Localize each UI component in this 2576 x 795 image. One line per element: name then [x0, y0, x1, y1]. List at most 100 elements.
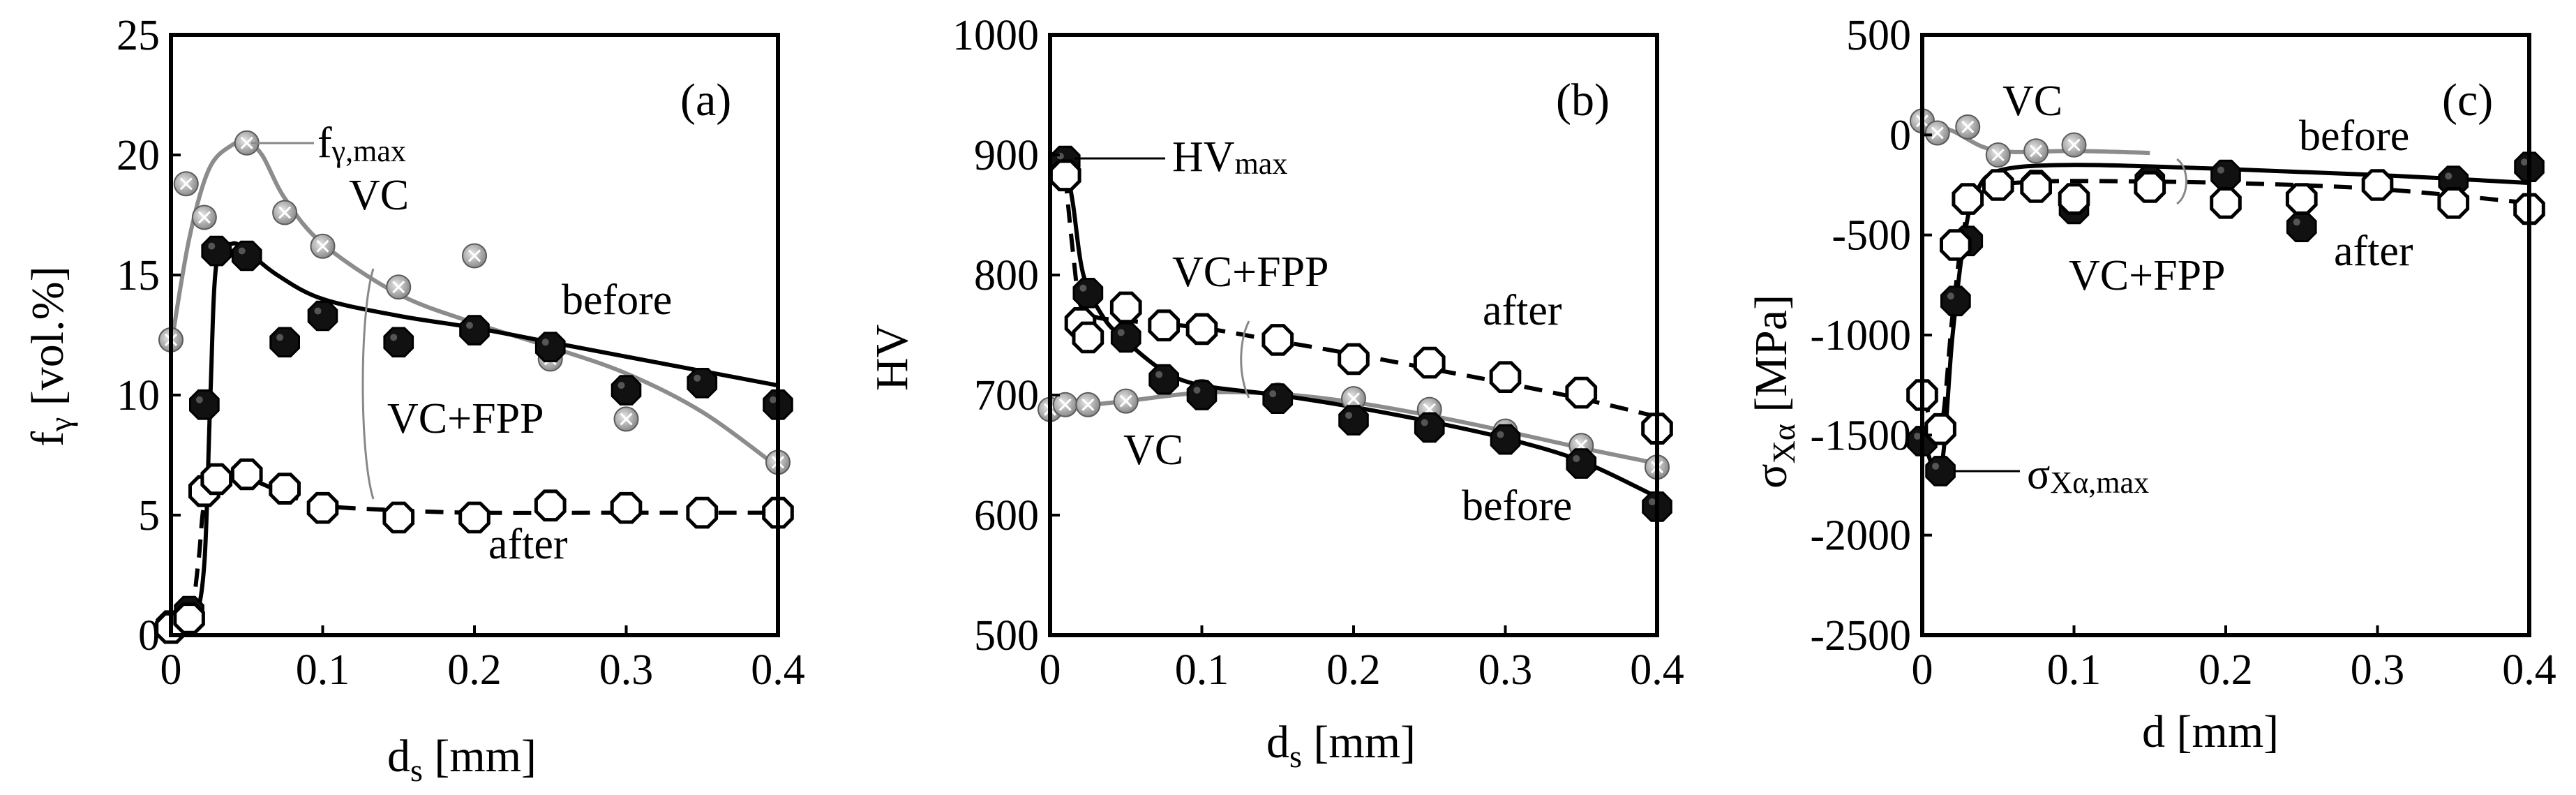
panel-b-point-vc-fpp-after [1565, 376, 1598, 409]
panel-a-point-vc-fpp-after [269, 473, 301, 505]
panel-b-point-vc-fpp-before [1110, 322, 1141, 353]
panel-b-point-vc-fpp-after [1072, 321, 1104, 354]
panel-a: 0 0.1 0.2 0.3 0.4 0 5 10 15 20 25 (a) VC before VC… [22, 12, 805, 788]
panel-b-xlabel-main: d [1266, 717, 1289, 768]
panel-b-ytick-label: 900 [974, 132, 1039, 179]
panel-a-point-vc-fpp-before [534, 332, 566, 362]
panel-c-point-vc-fpp-after [2134, 171, 2166, 203]
panel-b-point-vc-fpp-before [1148, 364, 1179, 395]
panel-c-xtick-label: 0 [1912, 646, 1933, 694]
panel-c-letter: (c) [2442, 75, 2493, 126]
panel-a-plot-area [155, 130, 794, 644]
panel-b-letter: (b) [1556, 75, 1610, 126]
panel-b-point-vc-fpp-after [1261, 324, 1294, 356]
panel-c-xlabel-rest: [mm] [2165, 706, 2279, 757]
panel-b-ytick-label: 800 [974, 252, 1039, 299]
panel-a-xlabel: ds [mm] [387, 731, 537, 788]
panel-b-xlabel: ds [mm] [1266, 717, 1416, 774]
panel-c-plot-area [1906, 108, 2545, 486]
panel-b-point-vc-fpp-after [1185, 313, 1218, 346]
panel-a-xlabel-sub: s [410, 752, 423, 788]
panel-b-point-vc-fpp-before [1338, 405, 1369, 436]
panel-c-point-vc-fpp-after [2361, 169, 2394, 201]
panel-a-point-vc-fpp-after [173, 602, 205, 634]
panel-c-point-vc-fpp-after [1940, 229, 1972, 261]
panel-c-point-vc [2061, 132, 2087, 158]
panel-a-point-vc-fpp-before [611, 375, 642, 406]
panel-b-annot-hvmax-main: HV [1172, 133, 1235, 181]
panel-a-ytick-label: 0 [138, 612, 160, 660]
panel-c-point-vc-fpp-after [2058, 183, 2090, 215]
panel-a-ticks: 0 0.1 0.2 0.3 0.4 0 5 10 15 20 25 [117, 12, 805, 694]
panel-c-point-vc [1955, 114, 1981, 140]
panel-a-ytick-label: 25 [117, 12, 160, 59]
panel-a-point-vc-fpp-before [189, 389, 220, 420]
panel-b-point-vc [1113, 388, 1139, 414]
panel-c-ytick-label: -1500 [1810, 412, 1911, 459]
panel-b-ticks: 0 0.1 0.2 0.3 0.4 500 600 700 800 900 1000 [952, 12, 1684, 694]
panel-c-ylabel-rest: [MPa] [1746, 295, 1797, 424]
panel-c-ytick-label: -1000 [1810, 312, 1911, 359]
panel-a-annot-after: after [488, 521, 568, 568]
panel-b-point-vc-fpp-before [1566, 448, 1597, 479]
panel-b-annot-vc: VC [1123, 426, 1183, 474]
panel-c-xtick-label: 0.1 [2047, 646, 2102, 694]
panel-a-point-vc-fpp-before [231, 240, 262, 272]
panel-c-point-vc [1924, 120, 1950, 146]
panel-a-point-vc [234, 130, 260, 156]
panel-c-frame [1920, 33, 2531, 637]
panel-a-point-vc [386, 274, 412, 300]
panel-c-annot-smax-sub: Xα,max [2050, 466, 2149, 500]
panel-a-point-vc-fpp-after [200, 463, 233, 496]
panel-b-point-vc-fpp-before [1072, 278, 1104, 309]
panel-b-annot-before: before [1462, 482, 1572, 530]
panel-b-annot-hvmax-sub: max [1235, 147, 1288, 181]
panel-a-ytick-label: 5 [138, 492, 160, 540]
panel-c-xtick-label: 0.2 [2199, 646, 2253, 694]
panel-a-curve-vc-fpp-after [170, 476, 778, 633]
panel-c-ticks: 0 0.1 0.2 0.3 0.4 -2500 -2000 -1500 -1000 -500 0 50… [1810, 12, 2556, 694]
panel-a-point-vc [613, 406, 639, 432]
panel-c-point-vc-fpp-after [2210, 187, 2242, 219]
panel-c-point-vc [2023, 138, 2049, 164]
panel-c-point-vc-fpp-before [2210, 159, 2241, 191]
panel-c-point-vc-fpp-after [2285, 183, 2318, 215]
panel-a-ylabel-main: f [22, 431, 73, 447]
panel-a-xtick-label: 0.2 [447, 646, 502, 694]
panel-a-ytick-label: 10 [117, 372, 160, 419]
panel-c-bracket [2176, 158, 2187, 205]
panel-b-point-vc-fpp-after [1338, 343, 1370, 376]
panel-b-point-vc-fpp-after [1413, 346, 1446, 379]
panel-a-point-vc [272, 200, 298, 225]
panel-c-xtick-label: 0.3 [2351, 646, 2405, 694]
panel-a-ylabel-rest: [vol.%] [22, 266, 73, 417]
panel-c-xlabel: d [mm] [2142, 706, 2279, 757]
panel-c-annot-smax-main: σ [2027, 451, 2050, 498]
panel-c-point-vc-fpp-before [1940, 285, 1971, 317]
panel-b-point-vc-fpp-after [1049, 159, 1081, 192]
panel-c-point-vc-fpp-after [1952, 183, 1984, 215]
panel-a-xtick-label: 0 [160, 646, 182, 694]
panel-a-point-vc [462, 243, 487, 269]
panel-c-ytick-label: 0 [1889, 112, 1911, 159]
panel-a-point-vc [310, 233, 336, 259]
panel-a-point-vc-fpp-after [458, 501, 491, 534]
panel-a-point-vc-fpp-before [307, 300, 338, 332]
panel-b-xtick-label: 0.2 [1326, 646, 1381, 694]
panel-c-point-vc-fpp-after [1924, 413, 1956, 445]
panel-c-point-vc-fpp-before [1925, 456, 1956, 486]
panel-a-point-vc-fpp-before [459, 315, 490, 346]
panel-c-ytick-label: -500 [1832, 212, 1911, 260]
panel-a-point-vc-fpp-before [201, 235, 232, 267]
panel-a-point-vc-fpp-before [687, 368, 718, 399]
panel-a-point-vc-fpp-after [230, 458, 263, 491]
panel-c-annot-vcfpp: VC+FPP [2069, 252, 2226, 299]
panel-b-xtick-label: 0.4 [1630, 646, 1684, 694]
panel-b-point-vc-fpp-after [1109, 291, 1142, 324]
panel-b-plot-area [1038, 145, 1673, 522]
panel-b-xtick-label: 0.1 [1175, 646, 1229, 694]
panel-b-ylabel: HV [867, 325, 918, 391]
panel-c: 0 0.1 0.2 0.3 0.4 -2500 -2000 -1500 -1000 -500 0 50… [1746, 12, 2556, 757]
